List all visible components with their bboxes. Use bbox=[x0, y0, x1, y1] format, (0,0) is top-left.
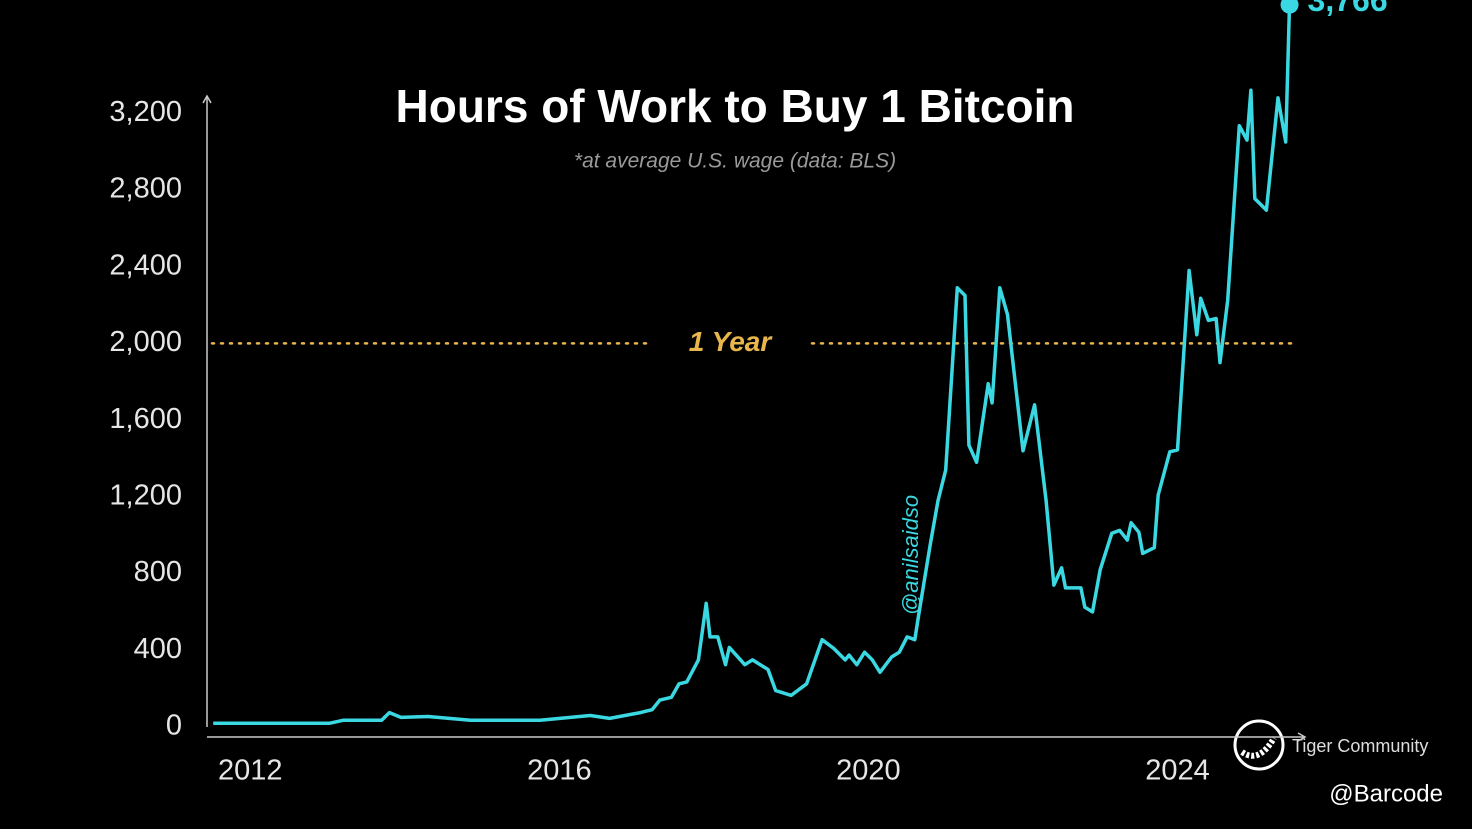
logo-mark bbox=[1240, 736, 1277, 759]
y-tick-label: 2,400 bbox=[109, 249, 182, 281]
y-tick-label: 1,600 bbox=[109, 403, 182, 435]
credit: @Barcode bbox=[1329, 780, 1443, 807]
y-tick-label: 2,000 bbox=[109, 326, 182, 358]
logo-ring bbox=[1233, 719, 1285, 771]
y-tick-label: 2,800 bbox=[109, 173, 182, 205]
y-tick-label: 0 bbox=[166, 710, 182, 742]
value-label: 3,766 bbox=[1308, 0, 1388, 18]
y-tick-label: 1,200 bbox=[109, 480, 182, 512]
x-tick-label: 2012 bbox=[218, 755, 283, 787]
chart-subtitle: *at average U.S. wage (data: BLS) bbox=[574, 150, 896, 173]
source-badge: Tiger Community bbox=[1292, 736, 1428, 756]
source-logo bbox=[1233, 719, 1285, 771]
y-tick-label: 3,200 bbox=[109, 96, 182, 128]
y-axis-arrow bbox=[202, 94, 212, 104]
data-line bbox=[213, 4, 1292, 725]
x-axis-arrow bbox=[1297, 732, 1307, 742]
chart-title: Hours of Work to Buy 1 Bitcoin bbox=[396, 80, 1075, 132]
y-tick-label: 400 bbox=[134, 633, 182, 665]
x-tick-label: 2016 bbox=[527, 755, 592, 787]
x-tick-label: 2024 bbox=[1145, 755, 1210, 787]
end-point bbox=[1280, 0, 1299, 14]
x-tick-label: 2020 bbox=[836, 755, 901, 787]
y-tick-label: 800 bbox=[134, 556, 182, 588]
watermark: @anilsaidso bbox=[898, 495, 923, 615]
reference-label: 1 Year bbox=[689, 326, 774, 357]
